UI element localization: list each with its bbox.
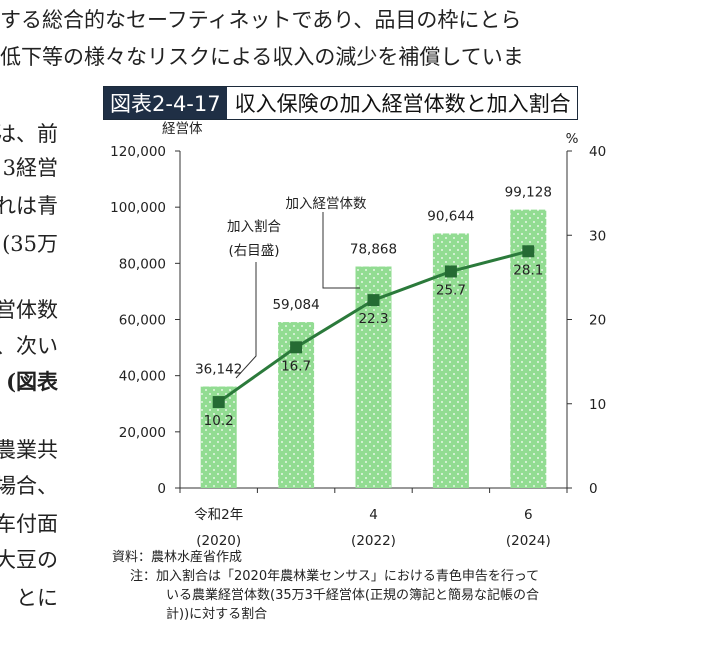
- source-note: 資料：農林水産省作成: [112, 550, 243, 565]
- body-text-fragment: れは青: [0, 194, 58, 218]
- ratio-value-label: 10.2: [204, 413, 234, 429]
- body-text-fragment: 大豆の: [0, 548, 58, 572]
- ratio-value-label: 22.3: [358, 311, 388, 327]
- line-callout-line: [235, 262, 257, 379]
- note-line: 計))に対する割合: [166, 607, 268, 622]
- body-text-fragment: は、前: [0, 122, 58, 146]
- bar-value-label: 90,644: [427, 208, 474, 224]
- left-tick-label: 40,000: [119, 369, 166, 385]
- line-series-annotation: 加入割合: [227, 218, 281, 235]
- bar-value-label: 99,128: [505, 185, 552, 201]
- bar-value-label: 78,868: [350, 242, 397, 258]
- x-tick-label: (2022): [351, 533, 396, 549]
- x-tick-label: 4: [369, 507, 378, 523]
- ratio-value-label: 28.1: [513, 262, 543, 278]
- note-line: いる農業経営体数(35万3千経営体(正規の簿記と簡易な記帳の合: [166, 588, 539, 603]
- body-text-fragment: とに: [16, 586, 58, 610]
- figure-number: 図表2-4-17: [104, 87, 227, 119]
- ratio-marker: [367, 294, 380, 307]
- body-text-fragment: 车付面: [0, 512, 58, 536]
- left-tick-label: 100,000: [110, 200, 166, 216]
- left-tick-label: 120,000: [110, 144, 166, 160]
- body-text-fragment: (図表: [6, 369, 58, 394]
- bar-callout-line: [322, 212, 360, 289]
- right-axis-unit: %: [566, 131, 579, 147]
- left-tick-label: 0: [157, 481, 166, 497]
- left-axis-unit: 経営体: [162, 121, 203, 137]
- right-tick-label: 40: [589, 144, 606, 160]
- figure-notes: 資料：農林水産省作成 注：加入割合は「2020年農林業センサス」における青色申告…: [112, 548, 539, 624]
- right-tick-label: 30: [589, 228, 606, 244]
- x-tick-label: 令和2年: [194, 507, 243, 523]
- line-series-annotation-sub: (右目盛): [228, 243, 279, 259]
- bar-value-label: 36,142: [195, 362, 242, 378]
- ratio-value-label: 16.7: [281, 358, 311, 374]
- ratio-marker: [212, 396, 225, 409]
- body-text-fragment: 場合、: [0, 474, 58, 498]
- body-text-line: 低下等の様々なリスクによる収入の減少を補償していま: [0, 45, 524, 69]
- x-tick-label: (2020): [196, 533, 241, 549]
- body-text-fragment: 農業共: [0, 438, 58, 462]
- ratio-marker: [290, 341, 303, 354]
- body-text-fragment: 、次い: [0, 334, 58, 358]
- body-text-left-column: は、前 3経営 れは青 (35万 営体数 、次い (図表 農業共 場合、 车付面…: [0, 112, 60, 612]
- body-text-fragment: (35万: [2, 232, 58, 256]
- note-line: 注：加入割合は「2020年農林業センサス」における青色申告を行って: [130, 569, 540, 584]
- ratio-value-label: 25.7: [436, 282, 466, 298]
- bar-value-label: 59,084: [272, 297, 319, 313]
- figure-title-text: 収入保険の加入経営体数と加入割合: [234, 92, 571, 116]
- right-tick-label: 10: [589, 397, 606, 413]
- x-tick-label: 6: [524, 507, 533, 523]
- bar-series-annotation: 加入経営体数: [286, 196, 367, 212]
- left-tick-label: 80,000: [119, 256, 166, 272]
- figure-title: 図表2-4-17 収入保険の加入経営体数と加入割合: [103, 86, 578, 120]
- left-tick-label: 20,000: [119, 425, 166, 441]
- right-tick-label: 0: [589, 481, 598, 497]
- body-text-fragment: 営体数: [0, 298, 58, 322]
- x-tick-label: (2024): [506, 533, 551, 549]
- right-tick-label: 20: [589, 313, 606, 329]
- ratio-marker: [444, 265, 457, 278]
- left-tick-label: 60,000: [119, 313, 166, 329]
- body-text-line: する総合的なセーフティネットであり、品目の枠にとら: [0, 8, 522, 32]
- body-text-fragment: 3経営: [2, 156, 58, 180]
- ratio-marker: [522, 245, 535, 258]
